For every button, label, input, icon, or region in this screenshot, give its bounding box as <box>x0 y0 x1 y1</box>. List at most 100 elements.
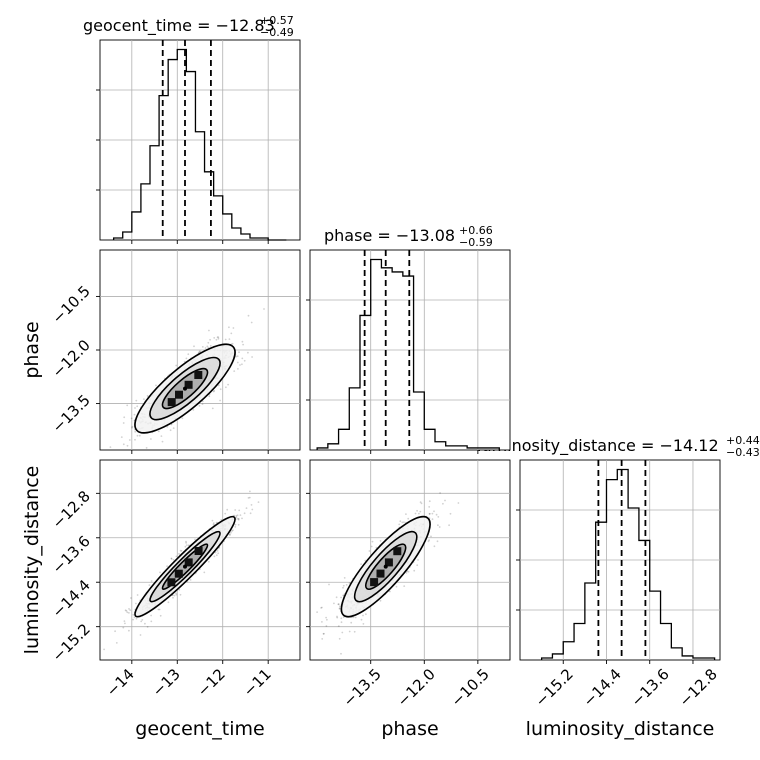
sample-point <box>238 351 240 354</box>
sample-point <box>438 526 441 528</box>
sample-point <box>401 521 404 524</box>
density-cell <box>194 371 203 379</box>
xlabel-phase: phase <box>381 718 438 740</box>
sample-point <box>236 361 239 364</box>
xtick-phase-0: −13.5 <box>340 665 385 710</box>
sample-point <box>172 596 174 599</box>
sample-point <box>167 601 170 604</box>
sample-point <box>449 512 452 515</box>
sample-point <box>198 405 201 407</box>
title-phase-plus: +0.66 <box>459 224 493 237</box>
sample-point <box>132 613 135 616</box>
sample-point <box>158 608 161 611</box>
sample-point <box>134 407 136 409</box>
density-cell <box>384 558 393 567</box>
sample-point <box>203 571 206 574</box>
sample-point <box>215 554 218 557</box>
sample-point <box>141 619 144 621</box>
sample-point <box>237 368 239 370</box>
sample-point <box>216 336 219 338</box>
sample-point <box>322 632 325 635</box>
panel-luminosity-distance-hist <box>516 459 721 664</box>
sample-point <box>131 425 134 428</box>
sample-point <box>207 560 210 563</box>
density-cell <box>167 398 176 407</box>
sample-point <box>122 443 125 446</box>
sample-point <box>219 399 222 402</box>
sample-point <box>444 499 446 502</box>
sample-point <box>206 345 209 348</box>
sample-point <box>126 404 129 407</box>
ytick-phase-2: −13.5 <box>49 391 94 436</box>
sample-point <box>345 584 348 586</box>
sample-point <box>146 394 149 397</box>
title-luminosity-distance-minus: −0.43 <box>726 446 760 459</box>
sample-point <box>428 513 431 515</box>
sample-point <box>340 617 343 620</box>
sample-point <box>127 629 130 632</box>
sample-point <box>125 610 128 612</box>
sample-point <box>316 611 318 613</box>
sample-point <box>178 588 181 591</box>
xtick-geocent-1: −13 <box>149 665 184 700</box>
sample-point <box>225 386 227 389</box>
sample-point <box>433 510 435 513</box>
sample-point <box>241 357 244 360</box>
sample-point <box>184 545 187 548</box>
sample-point <box>247 351 249 354</box>
sample-point <box>342 586 344 589</box>
sample-point <box>395 585 398 588</box>
sample-point <box>428 500 431 503</box>
sample-point <box>362 623 365 625</box>
sample-point <box>437 516 440 518</box>
sample-point <box>340 596 342 599</box>
sample-point <box>124 609 127 612</box>
sample-point <box>207 346 210 349</box>
sample-point <box>250 504 253 506</box>
sample-point <box>241 363 243 366</box>
sample-point <box>405 572 408 574</box>
sample-point <box>337 625 340 627</box>
sample-point <box>420 502 423 505</box>
ylabel-phase: phase <box>21 321 43 378</box>
sample-point <box>217 337 220 340</box>
title-geocent-time-minus: −0.49 <box>260 26 294 39</box>
sample-point <box>215 521 218 524</box>
sample-point <box>114 630 116 633</box>
sample-point <box>338 637 341 640</box>
sample-point <box>379 540 382 542</box>
sample-point <box>325 616 327 619</box>
sample-point <box>228 533 231 536</box>
sample-point <box>213 337 216 339</box>
title-phase: phase = −13.08 <box>324 226 455 245</box>
title-luminosity-distance: luminosity_distance = −14.12 <box>477 436 719 456</box>
sample-point <box>155 384 157 387</box>
sample-point <box>348 582 351 585</box>
sample-point <box>115 642 118 644</box>
sample-point <box>339 605 341 608</box>
xtick-geocent-2: −12 <box>194 665 229 700</box>
title-phase-minus: −0.59 <box>459 236 493 249</box>
sample-point <box>398 523 401 526</box>
sample-point <box>134 438 136 441</box>
sample-point <box>321 638 324 640</box>
sample-point <box>185 357 188 360</box>
sample-point <box>431 518 434 521</box>
sample-point <box>214 551 217 554</box>
sample-point <box>243 359 246 362</box>
sample-point <box>123 416 126 419</box>
sample-point <box>150 620 153 623</box>
xtick-lumdist-0: −15.2 <box>532 665 577 710</box>
sample-point <box>169 429 172 432</box>
panel-phase-hist <box>306 249 511 454</box>
ytick-lumdist-1: −13.6 <box>49 532 94 577</box>
sample-point <box>241 340 244 343</box>
sample-point <box>343 577 346 579</box>
sample-point <box>175 592 177 595</box>
title-geocent-time: geocent_time = −12.83 <box>83 16 275 36</box>
sample-point <box>136 594 139 596</box>
sample-point <box>375 546 378 549</box>
sample-point <box>417 559 419 561</box>
title-geocent-time-plus: +0.57 <box>260 14 294 27</box>
sample-point <box>215 338 218 341</box>
